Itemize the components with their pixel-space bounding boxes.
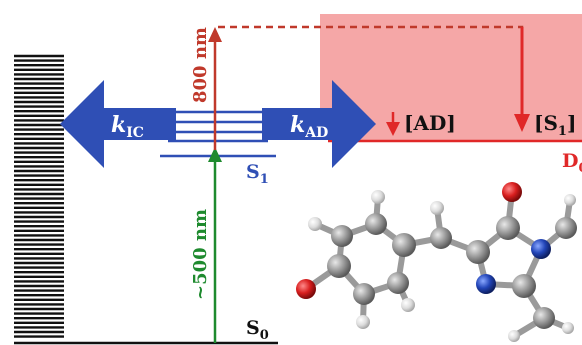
emission-label: 800 nm — [190, 27, 211, 103]
s1-label: S1 — [246, 161, 269, 187]
nitrogen-atom — [531, 239, 551, 259]
hydrogen-atom — [508, 330, 520, 342]
hydrogen-atom — [430, 201, 444, 215]
carbon-atom — [353, 283, 375, 305]
carbon-atom — [533, 307, 555, 329]
hydrogen-atom — [564, 194, 576, 206]
s1-bracket-label: [S1] — [534, 111, 576, 139]
excitation-label: ~500 nm — [190, 209, 211, 300]
nitrogen-atom — [476, 274, 496, 294]
kad-arrow — [262, 80, 376, 168]
ad-arrowhead — [386, 122, 400, 136]
carbon-atom — [555, 217, 577, 239]
kic-label: kIC — [111, 112, 144, 141]
carbon-atom — [392, 233, 416, 257]
ad-label: [AD] — [404, 111, 456, 135]
oxygen-atom — [502, 182, 522, 202]
s1-levels — [160, 110, 276, 158]
excitation-arrowhead — [208, 147, 222, 162]
kic-arrow — [60, 80, 176, 168]
carbon-atom — [327, 254, 351, 278]
carbon-atom — [365, 213, 387, 235]
d0-label: D0 — [562, 150, 582, 176]
dashed-transfer-arrowhead — [514, 114, 530, 132]
emission-arrowhead — [208, 27, 222, 42]
carbon-atom — [430, 227, 452, 249]
hydrogen-atom — [356, 315, 370, 329]
molecule-model — [296, 182, 577, 342]
hydrogen-atom — [371, 190, 385, 204]
carbon-atom — [387, 272, 409, 294]
hydrogen-atom — [401, 298, 415, 312]
carbon-atom — [496, 216, 520, 240]
carbon-atom — [512, 274, 536, 298]
oxygen-atom — [296, 279, 316, 299]
vibrational-ladder — [14, 54, 64, 338]
kad-label: kAD — [290, 112, 328, 141]
s0-label: S0 — [246, 317, 269, 343]
carbon-atom — [331, 225, 353, 247]
hydrogen-atom — [308, 217, 322, 231]
hydrogen-atom — [562, 322, 574, 334]
carbon-atom — [466, 240, 490, 264]
